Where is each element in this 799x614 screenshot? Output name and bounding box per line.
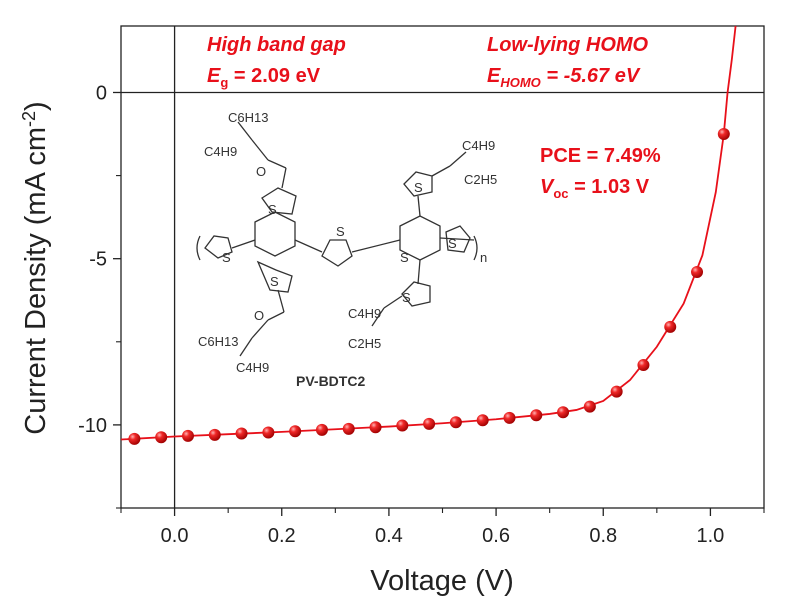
annotation-pce: PCE = 7.49% <box>540 145 661 167</box>
right-bracket <box>473 235 478 261</box>
x-tick-label: 0.0 <box>161 525 189 547</box>
thiophene-left <box>204 235 233 259</box>
data-point <box>181 429 194 442</box>
data-point <box>664 320 677 333</box>
data-point <box>262 426 275 439</box>
annotation-eg-value: Eg = 2.09 eV <box>207 65 321 90</box>
annotation-band-gap: High band gap Eg = 2.09 eV <box>207 34 346 90</box>
label-o-bottom: O <box>254 308 264 323</box>
data-point <box>342 422 355 435</box>
label-s-left: S <box>222 250 231 265</box>
data-point <box>476 414 489 427</box>
thiophene-top-left <box>261 187 297 215</box>
data-point <box>717 128 730 141</box>
label-s-lower-right: S <box>402 290 411 305</box>
label-s-right-end: S <box>448 236 457 251</box>
series-fit-line <box>120 25 737 441</box>
data-point <box>691 265 704 278</box>
label-n: n <box>480 250 487 265</box>
data-point <box>315 423 328 436</box>
data-point <box>289 425 302 438</box>
data-point <box>155 431 168 444</box>
label-o-top: O <box>256 164 266 179</box>
label-s-bridge: S <box>336 224 345 239</box>
label-c6h13-top: C6H13 <box>228 110 268 125</box>
data-point <box>503 411 516 424</box>
y-tick-label: 0 <box>96 82 107 104</box>
data-point <box>208 428 221 441</box>
annotation-ehomo-value: EHOMO = -5.67 eV <box>487 65 641 90</box>
x-tick-label: 0.8 <box>589 525 617 547</box>
data-point <box>449 416 462 429</box>
label-s-top: S <box>268 202 277 217</box>
data-point <box>423 417 436 430</box>
label-c4h9-lower-right: C4H9 <box>348 306 381 321</box>
annotation-band-gap-title: High band gap <box>207 34 346 56</box>
data-point <box>396 419 409 432</box>
thiophene-bridge <box>321 239 353 267</box>
data-point <box>235 427 248 440</box>
thiophene-right-end <box>445 225 471 253</box>
data-point <box>557 406 570 419</box>
y-tick-label: -10 <box>78 415 107 437</box>
annotation-homo-title: Low-lying HOMO <box>487 34 649 56</box>
polymer-name: PV-BDTC2 <box>296 373 365 389</box>
annotation-voc: Voc = 1.03 V <box>540 176 650 201</box>
data-point <box>583 400 596 413</box>
thiophene-lower-right <box>401 281 431 307</box>
label-s-bottom: S <box>270 274 279 289</box>
label-c6h13-bottom: C6H13 <box>198 334 238 349</box>
label-s-core-right: S <box>400 250 409 265</box>
x-tick-label: 1.0 <box>697 525 725 547</box>
left-bracket <box>196 235 201 261</box>
label-c2h5-lower-right: C2H5 <box>348 336 381 351</box>
x-tick-label: 0.2 <box>268 525 296 547</box>
thiophene-upper-right <box>403 171 433 197</box>
data-point <box>610 385 623 398</box>
structure-labels: C6H13 C4H9 O S S S S O C6H13 C4H9 C4H9 C… <box>198 110 497 389</box>
label-c4h9-bottom: C4H9 <box>236 360 269 375</box>
polymer-structure <box>196 121 478 357</box>
x-axis-label: Voltage (V) <box>370 565 513 597</box>
y-axis-ticks: 0 -5 -10 <box>78 82 121 509</box>
y-axis-label: Current Density (mA cm-2) <box>19 101 52 434</box>
data-point <box>530 409 543 422</box>
y-tick-label: -5 <box>89 249 107 271</box>
x-axis-ticks: 0.0 0.2 0.4 0.6 0.8 1.0 <box>120 508 765 547</box>
label-c4h9-top: C4H9 <box>204 144 237 159</box>
annotation-homo: Low-lying HOMO EHOMO = -5.67 eV <box>487 34 649 90</box>
data-point <box>128 432 141 445</box>
thiophene-bottom-left <box>256 260 293 293</box>
series-markers <box>128 128 730 445</box>
label-s-upper-right: S <box>414 180 423 195</box>
bdt-core-left <box>254 211 296 257</box>
data-point <box>637 359 650 372</box>
x-tick-label: 0.6 <box>482 525 510 547</box>
annotation-device: PCE = 7.49% Voc = 1.03 V <box>540 145 661 201</box>
data-point <box>369 421 382 434</box>
label-c4h9-upper-right: C4H9 <box>462 138 495 153</box>
x-tick-label: 0.4 <box>375 525 403 547</box>
label-c2h5-upper-right: C2H5 <box>464 172 497 187</box>
